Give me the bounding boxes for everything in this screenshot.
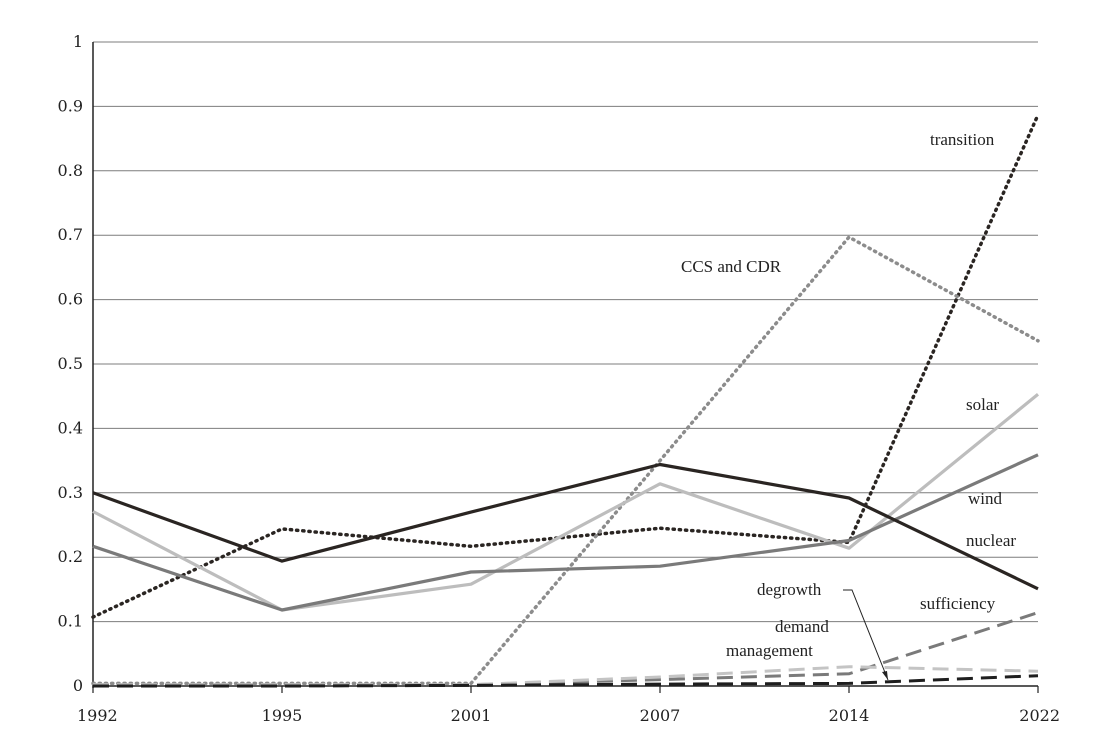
label-ccs-and-cdr: CCS and CDR — [681, 257, 782, 276]
series-line-sufficiency — [93, 611, 1039, 687]
y-tick-labels: 0 0.1 0.2 0.3 0.4 0.5 0.6 0.7 0.8 0.9 1 — [58, 32, 83, 695]
label-sufficiency: sufficiency — [920, 594, 996, 613]
label-management: management — [726, 641, 813, 660]
y-tick-label: 1 — [73, 32, 83, 51]
y-tick-label: 0.5 — [58, 354, 83, 373]
series-line-nuclear — [92, 462, 1039, 591]
y-tick-label: 0.6 — [58, 290, 83, 309]
label-wind: wind — [968, 489, 1003, 508]
label-degrowth: degrowth — [757, 580, 822, 599]
series-line-ccs-and-cdr — [91, 234, 1040, 686]
x-tick-label: 2014 — [829, 706, 870, 725]
y-tick-label: 0.1 — [58, 612, 83, 631]
label-demand: demand — [775, 617, 829, 636]
y-tick-label: 0.8 — [58, 161, 83, 180]
degrowth-arrowhead — [882, 671, 888, 680]
x-tick-label: 1995 — [262, 706, 303, 725]
y-tick-label: 0.9 — [58, 96, 83, 115]
x-tick-label: 2007 — [640, 706, 681, 725]
x-tick-labels: 1992 1995 2001 2007 2014 2022 — [77, 686, 1060, 725]
x-tick-label: 2001 — [451, 706, 492, 725]
series-labels: transition CCS and CDR solar wind nuclea… — [681, 130, 1016, 660]
y-tick-label: 0.4 — [58, 418, 83, 437]
callout-arrows — [843, 589, 889, 681]
degrowth-callout-arrow — [843, 589, 889, 681]
series-line-demand-management — [93, 674, 1039, 688]
y-tick-label: 0 — [73, 676, 83, 695]
axes — [92, 42, 1038, 688]
series-line-transition — [91, 113, 1040, 619]
x-tick-label: 1992 — [77, 706, 118, 725]
series-lines — [91, 113, 1040, 688]
x-tick-label: 2022 — [1019, 706, 1060, 725]
label-nuclear: nuclear — [966, 531, 1016, 550]
y-tick-label: 0.7 — [58, 225, 83, 244]
label-solar: solar — [966, 395, 999, 414]
y-tick-label: 0.3 — [58, 483, 83, 502]
label-transition: transition — [930, 130, 995, 149]
series-line-wind — [92, 453, 1039, 612]
series-line-solar — [92, 393, 1040, 612]
gridlines — [93, 41, 1038, 623]
y-tick-label: 0.2 — [58, 547, 83, 566]
